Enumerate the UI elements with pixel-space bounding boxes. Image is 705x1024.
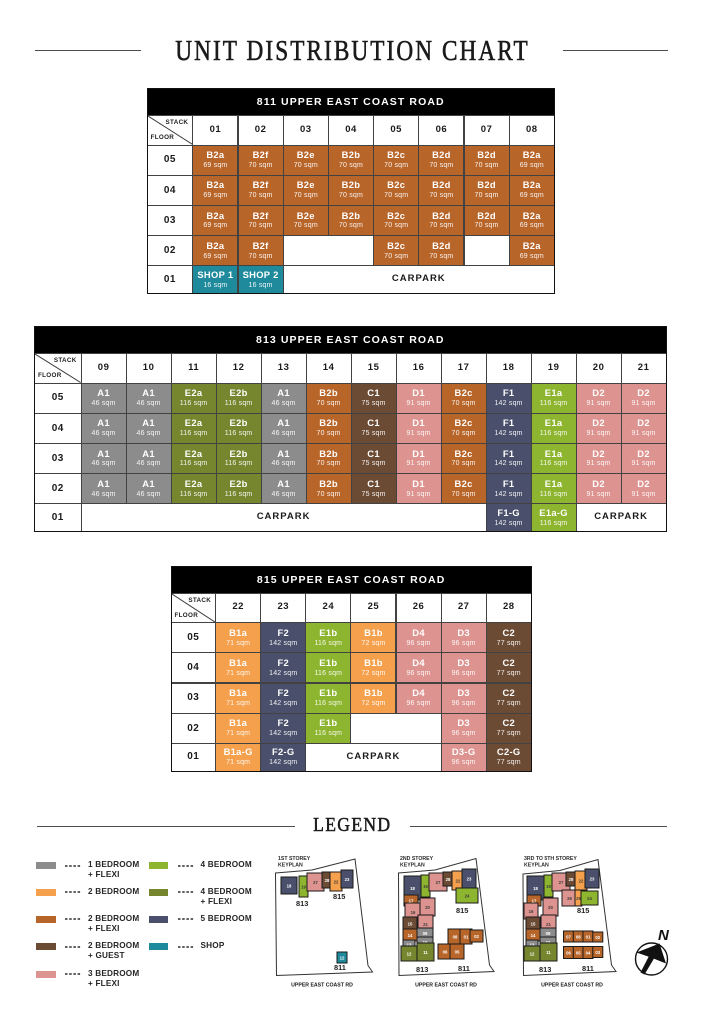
svg-text:04: 04 (586, 950, 591, 955)
svg-text:05: 05 (576, 950, 581, 955)
svg-text:13: 13 (407, 942, 412, 947)
svg-text:14: 14 (408, 933, 413, 938)
svg-text:07: 07 (566, 934, 571, 939)
svg-text:08: 08 (453, 934, 458, 939)
svg-text:09: 09 (546, 931, 551, 936)
svg-text:24: 24 (465, 893, 470, 898)
svg-text:13: 13 (530, 942, 535, 947)
svg-text:815: 815 (456, 906, 468, 915)
svg-text:12: 12 (340, 955, 345, 960)
svg-text:23: 23 (345, 877, 350, 882)
svg-text:811: 811 (334, 963, 346, 972)
svg-text:15: 15 (531, 921, 536, 926)
svg-text:23: 23 (590, 876, 595, 881)
svg-text:12: 12 (530, 951, 535, 956)
svg-text:815: 815 (577, 906, 589, 915)
svg-text:811: 811 (458, 964, 470, 973)
svg-text:3RD TO 5TH STOREY: 3RD TO 5TH STOREY (524, 856, 577, 862)
svg-text:16: 16 (529, 909, 534, 914)
svg-text:813: 813 (416, 965, 428, 974)
svg-text:02: 02 (474, 934, 479, 939)
svg-text:20: 20 (548, 905, 553, 910)
svg-text:25: 25 (576, 896, 581, 901)
svg-text:26: 26 (567, 896, 572, 901)
svg-text:KEYPLAN: KEYPLAN (524, 863, 549, 869)
svg-text:22: 22 (456, 878, 461, 883)
svg-text:N: N (658, 927, 670, 944)
svg-text:KEYPLAN: KEYPLAN (400, 863, 425, 869)
svg-text:02: 02 (595, 935, 600, 940)
svg-text:15: 15 (408, 921, 413, 926)
svg-text:06: 06 (443, 949, 448, 954)
svg-text:01: 01 (586, 934, 591, 939)
svg-text:815: 815 (333, 892, 345, 901)
svg-text:18: 18 (287, 883, 292, 888)
svg-text:17: 17 (532, 898, 537, 903)
svg-text:11: 11 (546, 950, 551, 955)
svg-text:UPPER EAST COAST RD: UPPER EAST COAST RD (415, 983, 477, 989)
svg-text:21: 21 (423, 922, 428, 927)
svg-text:24: 24 (587, 896, 592, 901)
svg-text:19: 19 (423, 884, 428, 889)
svg-text:12: 12 (407, 951, 412, 956)
svg-text:22: 22 (579, 878, 584, 883)
svg-text:08: 08 (576, 934, 581, 939)
svg-text:UPPER EAST COAST RD: UPPER EAST COAST RD (541, 983, 603, 989)
svg-text:UPPER EAST COAST RD: UPPER EAST COAST RD (291, 983, 353, 989)
svg-text:19: 19 (301, 884, 306, 889)
svg-text:27: 27 (559, 880, 564, 885)
svg-text:23: 23 (467, 876, 472, 881)
svg-text:10: 10 (423, 940, 428, 945)
svg-text:10: 10 (546, 940, 551, 945)
svg-text:06: 06 (566, 950, 571, 955)
svg-text:27: 27 (436, 880, 441, 885)
svg-text:14: 14 (531, 933, 536, 938)
svg-text:28: 28 (325, 878, 330, 883)
svg-text:05: 05 (455, 949, 460, 954)
svg-text:813: 813 (296, 899, 308, 908)
svg-text:1ST STOREY: 1ST STOREY (278, 856, 311, 862)
svg-text:17: 17 (409, 898, 414, 903)
svg-text:27: 27 (313, 880, 318, 885)
svg-text:18: 18 (533, 886, 538, 891)
svg-text:18: 18 (410, 886, 415, 891)
svg-text:28: 28 (446, 877, 451, 882)
svg-text:01: 01 (464, 934, 469, 939)
svg-text:21: 21 (546, 922, 551, 927)
svg-text:20: 20 (425, 905, 430, 910)
svg-text:09: 09 (423, 931, 428, 936)
svg-text:2ND STOREY: 2ND STOREY (400, 856, 434, 862)
svg-text:28: 28 (569, 877, 574, 882)
svg-text:22: 22 (334, 879, 339, 884)
svg-text:813: 813 (539, 965, 551, 974)
svg-text:11: 11 (423, 950, 428, 955)
svg-text:19: 19 (546, 884, 551, 889)
svg-text:811: 811 (582, 964, 594, 973)
svg-text:KEYPLAN: KEYPLAN (278, 863, 303, 869)
svg-text:03: 03 (595, 950, 600, 955)
svg-text:16: 16 (411, 910, 416, 915)
